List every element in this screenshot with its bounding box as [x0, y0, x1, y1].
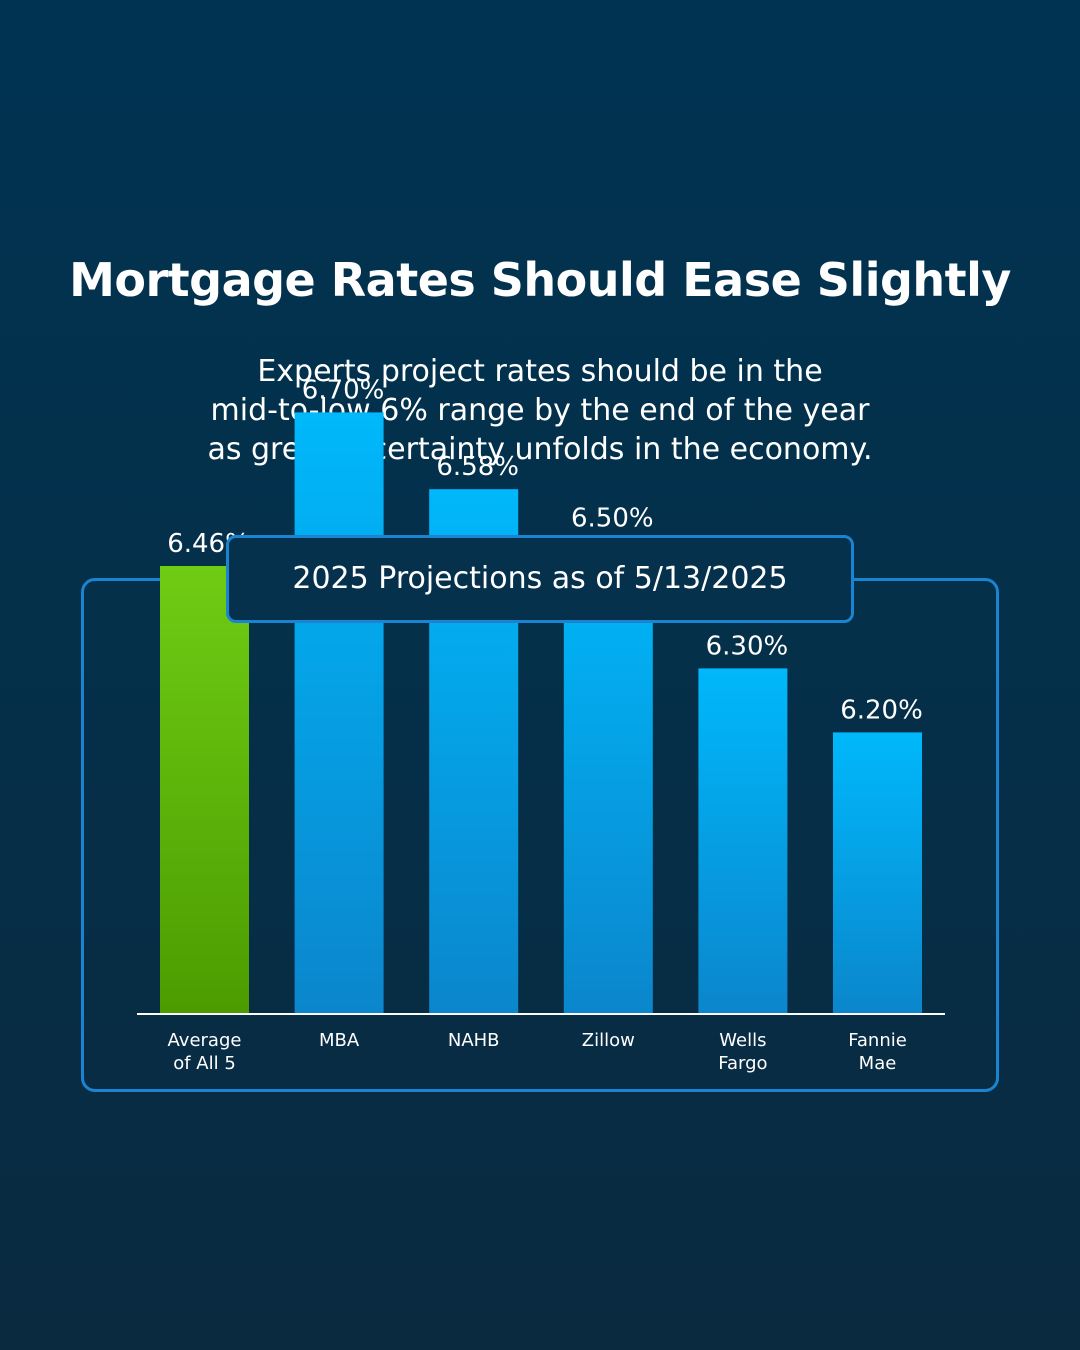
value-label: 6.58%: [436, 452, 519, 482]
page-title: Mortgage Rates Should Ease Slightly: [69, 253, 1011, 307]
bar-wells-fargo: [698, 668, 788, 1014]
category-label: Fannie: [848, 1030, 907, 1051]
category-label: MBA: [319, 1030, 360, 1051]
category-label: NAHB: [448, 1030, 500, 1051]
category-label: of All 5: [173, 1053, 236, 1074]
category-label: Fargo: [718, 1053, 767, 1074]
value-label: 6.20%: [840, 695, 923, 725]
value-label: 6.50%: [571, 503, 654, 533]
bar-average-of-all-5: [160, 566, 249, 1014]
bar-fannie-mae: [833, 732, 922, 1014]
category-label: Zillow: [582, 1030, 635, 1051]
category-label: Average: [168, 1030, 242, 1051]
subtitle-line: Experts project rates should be in the: [257, 354, 823, 389]
category-label: Mae: [859, 1053, 897, 1074]
value-label: 6.70%: [302, 375, 385, 405]
bar-mba: [294, 412, 384, 1014]
value-label: 6.30%: [706, 631, 789, 661]
category-label: Wells: [719, 1030, 766, 1051]
chart-panel-label: 2025 Projections as of 5/13/2025: [226, 535, 854, 623]
